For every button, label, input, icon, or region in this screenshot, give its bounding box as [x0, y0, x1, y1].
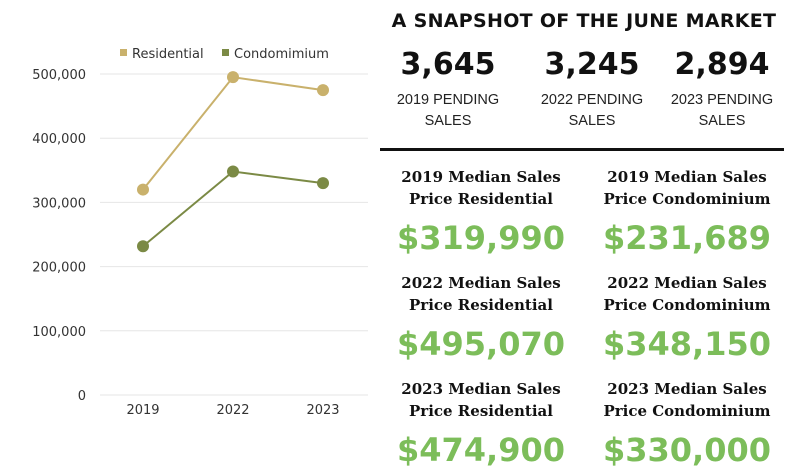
- pending-2019: 3,645 2019 PENDING SALES: [378, 48, 518, 132]
- line-chart: 0 100,000 200,000 300,000 400,000 500,000 2019…: [0, 0, 380, 476]
- pending-label: 2022 PENDING SALES: [540, 92, 644, 129]
- y-tick-label: 0: [78, 389, 86, 404]
- pending-label: 2023 PENDING SALES: [670, 92, 774, 129]
- pending-count: 3,245: [544, 47, 640, 82]
- x-tick-label: 2019: [126, 403, 159, 418]
- median-amount: $495,070: [396, 325, 565, 363]
- y-tick-label: 400,000: [32, 132, 86, 147]
- legend-swatch: [120, 49, 127, 56]
- pending-2022: 3,245 2022 PENDING SALES: [522, 48, 662, 132]
- median-amount: $319,990: [396, 219, 565, 257]
- y-tick-label: 500,000: [32, 68, 86, 83]
- chart-svg: 0 100,000 200,000 300,000 400,000 500,000 2019…: [32, 47, 368, 418]
- y-tick-label: 200,000: [32, 261, 86, 276]
- data-point-condomimium: [137, 240, 149, 253]
- median-amount: $330,000: [602, 431, 771, 469]
- pending-count: 3,645: [400, 47, 496, 82]
- median-title: 2022 Median Sales Price Condominium: [603, 274, 771, 314]
- series-line-condomimium: [142, 170, 324, 248]
- median-2022-residential: 2022 Median Sales Price Residential $495…: [378, 272, 584, 364]
- legend-label: Condomimium: [234, 47, 329, 62]
- data-point-condomimium: [227, 165, 239, 178]
- median-amount: $231,689: [602, 219, 771, 257]
- median-2019-condominium: 2019 Median Sales Price Condominium $231…: [584, 166, 790, 258]
- median-amount: $474,900: [396, 431, 565, 469]
- median-title: 2023 Median Sales Price Residential: [401, 380, 561, 420]
- legend-swatch: [222, 49, 229, 56]
- median-2019-residential: 2019 Median Sales Price Residential $319…: [378, 166, 584, 258]
- median-2022-condominium: 2022 Median Sales Price Condominium $348…: [584, 272, 790, 364]
- market-snapshot-panel: A SNAPSHOT OF THE JUNE MARKET 3,645 2019…: [378, 0, 790, 476]
- y-tick-label: 100,000: [32, 325, 86, 340]
- median-2023-residential: 2023 Median Sales Price Residential $474…: [378, 378, 584, 470]
- median-2023-condominium: 2023 Median Sales Price Condominium $330…: [584, 378, 790, 470]
- median-title: 2019 Median Sales Price Residential: [401, 168, 561, 208]
- headline: A SNAPSHOT OF THE JUNE MARKET: [391, 10, 777, 32]
- x-tick-label: 2023: [306, 403, 339, 418]
- pending-label: 2019 PENDING SALES: [396, 92, 500, 129]
- pending-count: 2,894: [674, 47, 770, 82]
- legend-label: Residential: [132, 47, 204, 62]
- y-tick-label: 300,000: [32, 196, 86, 211]
- median-title: 2019 Median Sales Price Condominium: [603, 168, 771, 208]
- median-title: 2022 Median Sales Price Residential: [401, 274, 561, 314]
- data-point-residential: [317, 84, 329, 97]
- divider: [380, 148, 784, 151]
- pending-2023: 2,894 2023 PENDING SALES: [652, 48, 792, 132]
- x-tick-label: 2022: [216, 403, 249, 418]
- median-title: 2023 Median Sales Price Condominium: [603, 380, 771, 420]
- data-point-residential: [227, 71, 239, 84]
- data-point-residential: [137, 183, 149, 196]
- median-amount: $348,150: [602, 325, 771, 363]
- data-point-condomimium: [317, 177, 329, 190]
